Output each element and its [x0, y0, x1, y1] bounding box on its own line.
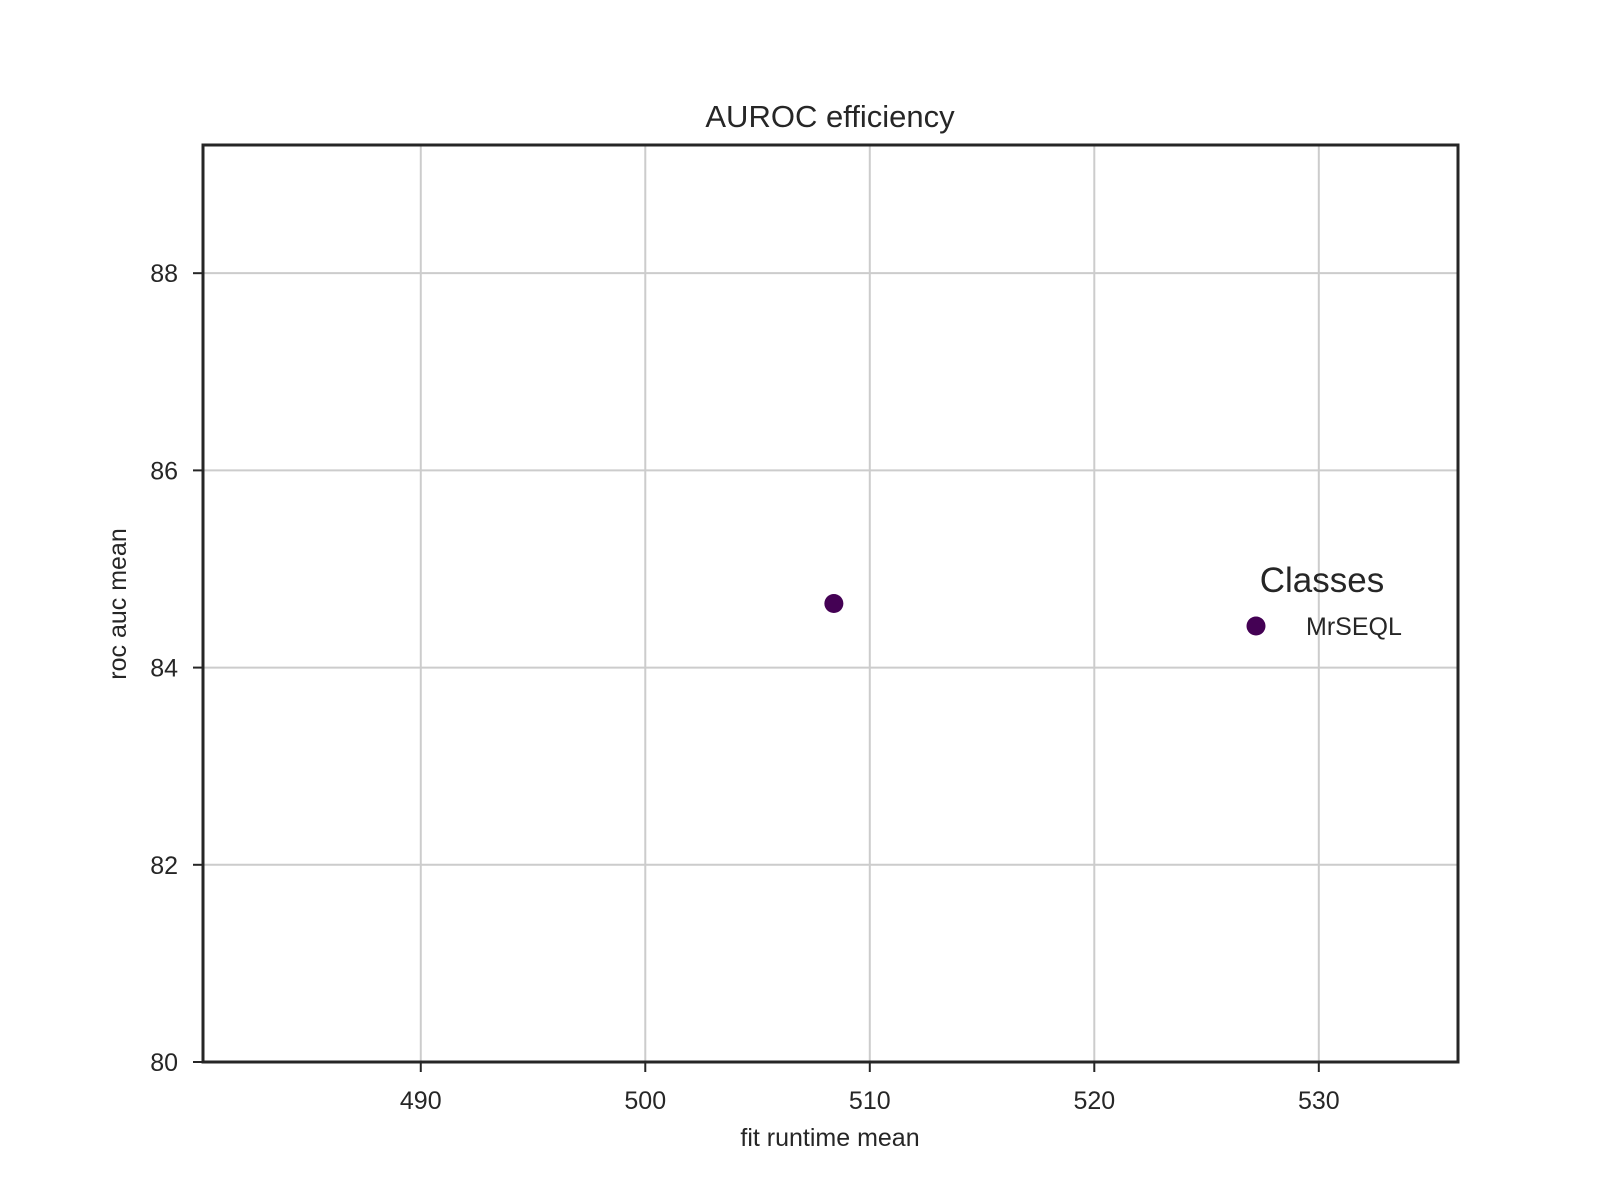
- y-axis-label: roc auc mean: [104, 528, 132, 679]
- x-tick-label: 530: [1298, 1087, 1340, 1115]
- x-tick-label: 510: [849, 1087, 891, 1115]
- y-tick-label: 82: [150, 852, 178, 880]
- y-tick-label: 86: [150, 457, 178, 485]
- chart-title: AUROC efficiency: [705, 99, 955, 134]
- legend-label: MrSEQL: [1306, 613, 1402, 641]
- x-tick-label: 490: [400, 1087, 442, 1115]
- axis-ticks: 490 500 510 520 530 80 82 84 86 88: [150, 260, 1339, 1115]
- legend: Classes MrSEQL: [1246, 561, 1402, 641]
- legend-entries: MrSEQL: [1246, 613, 1402, 641]
- legend-marker: [1246, 616, 1266, 636]
- y-tick-label: 84: [150, 655, 178, 683]
- y-tick-label: 80: [150, 1049, 178, 1077]
- x-tick-label: 500: [624, 1087, 666, 1115]
- y-tick-label: 88: [150, 260, 178, 288]
- plot-area-frame: [201, 143, 1460, 1064]
- x-tick-label: 520: [1073, 1087, 1115, 1115]
- data-points: [824, 594, 844, 613]
- x-axis-label: fit runtime mean: [740, 1124, 919, 1152]
- legend-title: Classes: [1260, 561, 1384, 600]
- data-point: [824, 594, 844, 613]
